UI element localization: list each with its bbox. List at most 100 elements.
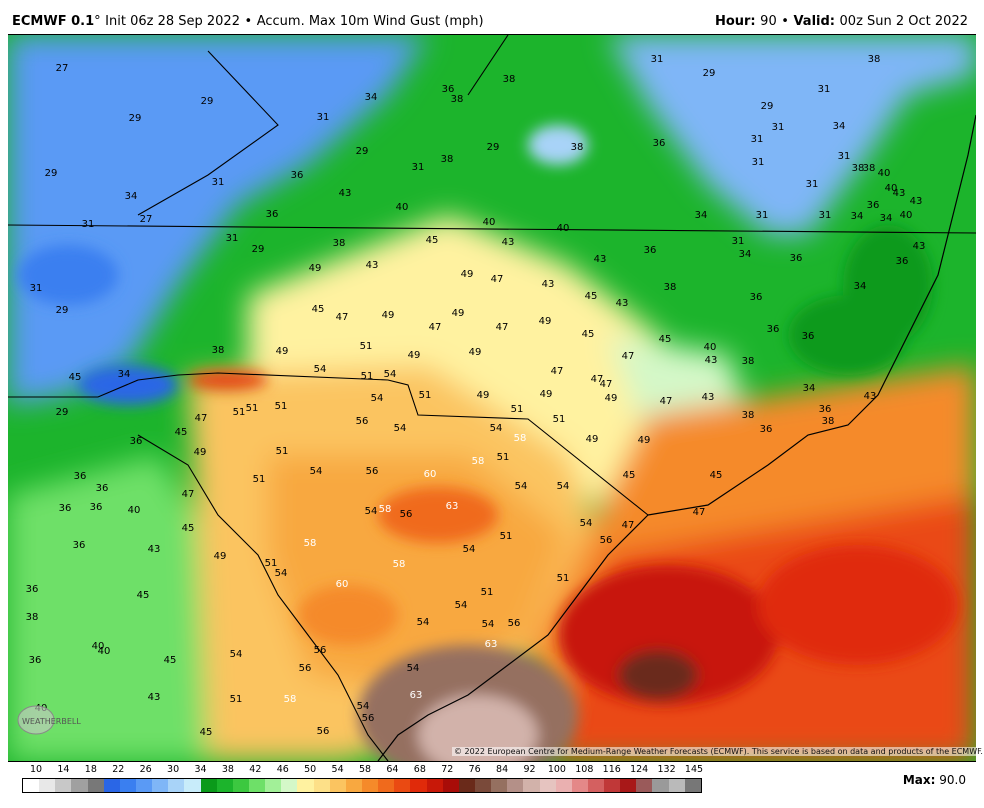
scale-tick-label: 14 — [57, 764, 70, 775]
gust-label: 29 — [201, 96, 214, 107]
scale-swatch — [345, 779, 362, 792]
valid-bullet: • — [781, 14, 789, 29]
gust-label: 56 — [366, 466, 379, 477]
gust-label: 47 — [491, 274, 504, 285]
scale-swatch — [313, 779, 330, 792]
gust-label: 38 — [503, 74, 516, 85]
scale-swatch — [684, 779, 701, 792]
scale-swatch — [297, 779, 314, 792]
product-name: Accum. Max 10m Wind Gust (mph) — [256, 14, 484, 29]
gust-label: 34 — [880, 213, 893, 224]
gust-label: 51 — [246, 403, 259, 414]
max-value: Max: 90.0 — [903, 773, 966, 787]
scale-swatch — [23, 779, 40, 792]
gust-label: 51 — [500, 531, 513, 542]
degree-symbol: ° — [94, 14, 101, 29]
gust-label: 27 — [140, 214, 153, 225]
gust-label: 45 — [582, 329, 595, 340]
gust-label: 45 — [426, 235, 439, 246]
gust-label: 54 — [557, 481, 570, 492]
scale-bar — [22, 778, 702, 793]
scale-ticks: 10 14 18 22 26 30 34 38 42 46 50 54 58 64 68 72 76 84 92 10… — [22, 764, 703, 778]
gust-label: 36 — [74, 471, 87, 482]
gust-label: 54 — [310, 466, 323, 477]
gust-label: 45 — [175, 427, 188, 438]
scale-tick-label: 92 — [523, 764, 536, 775]
gust-label: 54 — [357, 701, 370, 712]
gust-label: 58 — [379, 504, 392, 515]
gust-label: 63 — [446, 501, 459, 512]
gust-label: 63 — [410, 690, 423, 701]
gust-label: 49 — [469, 347, 482, 358]
scale-tick-label: 42 — [249, 764, 262, 775]
scale-swatch — [636, 779, 653, 792]
scale-tick-label: 124 — [630, 764, 649, 775]
map-title: ECMWF 0.1° Init 06z 28 Sep 2022 • Accum.… — [12, 14, 484, 29]
gust-label: 38 — [742, 356, 755, 367]
gust-label: 49 — [638, 435, 651, 446]
gust-label: 47 — [591, 374, 604, 385]
gust-label: 49 — [382, 310, 395, 321]
color-scale: 10 14 18 22 26 30 34 38 42 46 50 54 58 64 68 72 76 84 92 10… — [22, 764, 703, 794]
valid-label: Valid: — [793, 14, 835, 29]
scale-tick-label: 76 — [468, 764, 481, 775]
wind-gust-map[interactable]: 27 29 29 29 34 27 31 31 31 29 31 29 34 31 36 38 38 29 31 38… — [8, 34, 976, 762]
scale-tick-label: 72 — [441, 764, 454, 775]
gust-label: 51 — [276, 446, 289, 457]
gust-label: 54 — [463, 544, 476, 555]
scale-tick-label: 10 — [29, 764, 43, 775]
gust-label: 58 — [284, 694, 297, 705]
scale-swatch — [87, 779, 104, 792]
gust-label: 56 — [508, 618, 521, 629]
gust-label: 47 — [496, 322, 509, 333]
gust-label: 36 — [760, 424, 773, 435]
gust-label: 36 — [73, 540, 86, 551]
gust-label: 36 — [653, 138, 666, 149]
scale-swatch — [587, 779, 605, 792]
scale-swatch — [119, 779, 136, 792]
gust-label: 34 — [125, 191, 138, 202]
gust-label: 36 — [26, 584, 39, 595]
scale-tick-label: 22 — [112, 764, 125, 775]
scale-swatch — [265, 779, 282, 792]
gust-label: 43 — [913, 241, 926, 252]
scale-tick-label: 58 — [358, 764, 372, 775]
gust-label: 47 — [195, 413, 208, 424]
gust-label: 36 — [266, 209, 279, 220]
gust-label: 40 — [396, 202, 409, 213]
gust-label: 54 — [275, 568, 288, 579]
gust-label: 54 — [490, 423, 503, 434]
gust-label: 58 — [472, 456, 485, 467]
map-canvas: 2729292934273131312931293431363838293138… — [8, 35, 976, 761]
scale-tick-label: 38 — [221, 764, 234, 775]
gust-label: 31 — [317, 112, 330, 123]
scale-swatch — [426, 779, 443, 792]
gust-label: 29 — [252, 244, 265, 255]
gust-label: 34 — [854, 281, 867, 292]
gust-label: 38 — [26, 612, 39, 623]
scale-tick-label: 116 — [602, 764, 621, 775]
scale-tick-label: 46 — [276, 764, 289, 775]
gust-label: 36 — [291, 170, 304, 181]
scale-tick-label: 18 — [84, 764, 97, 775]
gust-label: 47 — [622, 351, 635, 362]
scale-swatch — [491, 779, 508, 792]
scale-swatch — [329, 779, 346, 792]
gust-label: 31 — [412, 162, 425, 173]
gust-label: 34 — [118, 369, 131, 380]
scale-tick-label: 50 — [304, 764, 317, 775]
gust-label: 49 — [586, 434, 599, 445]
gust-label: 51 — [233, 407, 246, 418]
gust-label: 45 — [659, 334, 672, 345]
scale-swatch — [103, 779, 120, 792]
gust-label: 40 — [557, 223, 570, 234]
gust-label: 31 — [751, 134, 764, 145]
coastline — [377, 114, 976, 761]
gust-label: 45 — [623, 470, 636, 481]
scale-swatch — [168, 779, 185, 792]
scale-swatch — [152, 779, 169, 792]
scale-swatch — [232, 779, 249, 792]
scale-swatch — [458, 779, 475, 792]
init-time: Init 06z 28 Sep 2022 — [105, 14, 240, 29]
gust-label: 54 — [455, 600, 468, 611]
